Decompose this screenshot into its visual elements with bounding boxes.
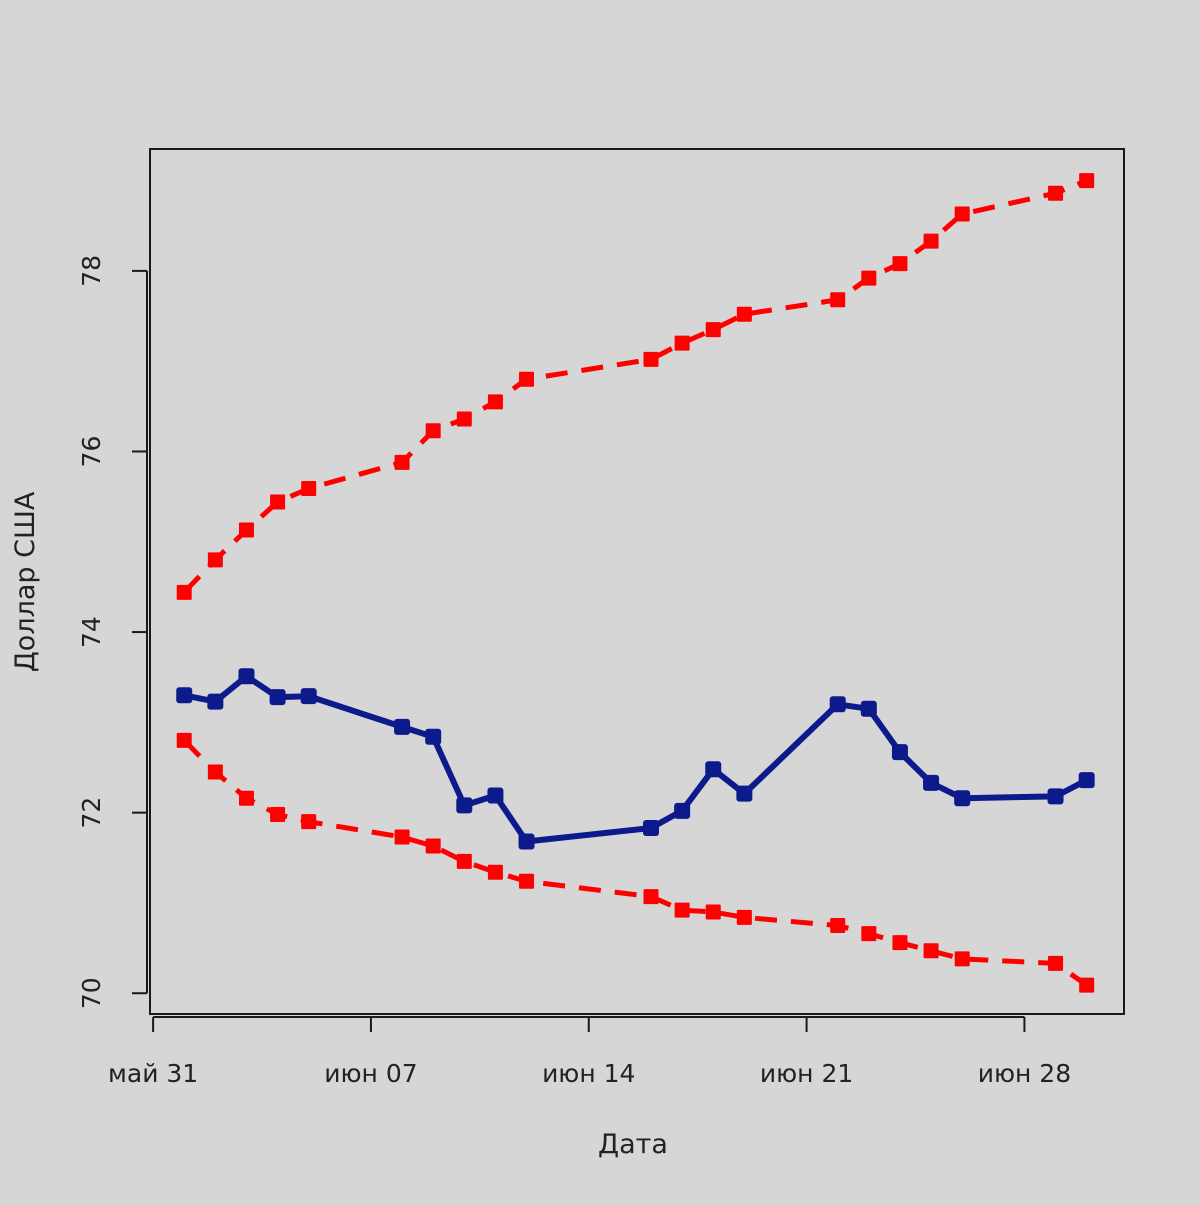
x-tick-label: июн 21	[760, 1059, 853, 1088]
y-tick-label: 78	[77, 255, 106, 287]
data-point-upper	[830, 292, 846, 308]
x-axis: май 31 июн 07 июн 14 июн 21 июн 28	[108, 1016, 1071, 1088]
series-line-upper	[182, 178, 1088, 595]
plot-frame	[149, 148, 1125, 1015]
y-tick-label: 76	[77, 436, 106, 468]
series-line-actual	[183, 673, 1089, 845]
y-tick-label: 74	[77, 616, 106, 648]
y-tick-label: 70	[77, 977, 106, 1009]
series-actual	[176, 668, 1095, 850]
data-point-actual	[1078, 772, 1095, 789]
data-point-lower	[487, 864, 503, 880]
data-point-upper	[954, 206, 970, 222]
data-point-actual	[643, 819, 660, 836]
series-upper	[176, 173, 1095, 600]
data-point-lower	[207, 764, 223, 780]
data-point-actual	[891, 744, 908, 761]
data-point-actual	[394, 718, 411, 735]
y-tick-label: 72	[77, 797, 106, 829]
data-point-lower	[705, 904, 721, 920]
data-point-lower	[674, 902, 690, 918]
data-point-actual	[207, 693, 224, 710]
data-point-lower	[1048, 955, 1064, 971]
data-point-actual	[518, 833, 535, 850]
data-point-upper	[394, 454, 410, 470]
data-point-upper	[705, 322, 721, 338]
data-point-upper	[736, 306, 752, 322]
data-point-actual	[674, 802, 691, 819]
data-point-upper	[519, 371, 535, 387]
data-point-lower	[238, 790, 254, 806]
data-point-lower	[643, 889, 659, 905]
data-point-actual	[425, 728, 442, 745]
data-point-actual	[860, 700, 877, 717]
x-tick-label: июн 07	[324, 1059, 417, 1088]
data-point-lower	[954, 951, 970, 967]
data-point-lower	[301, 814, 317, 830]
series-line-lower	[182, 738, 1089, 988]
data-point-actual	[1047, 788, 1064, 805]
data-point-actual	[923, 774, 940, 791]
data-point-upper	[1048, 185, 1064, 201]
data-point-actual	[954, 790, 971, 807]
data-point-lower	[923, 943, 939, 959]
data-point-upper	[643, 351, 659, 367]
data-point-actual	[487, 787, 504, 804]
data-point-upper	[456, 411, 472, 427]
data-point-upper	[923, 233, 939, 249]
data-point-actual	[829, 696, 846, 713]
data-point-upper	[425, 423, 441, 439]
data-point-lower	[394, 829, 410, 845]
series-layer	[176, 173, 1095, 993]
data-point-actual	[269, 689, 286, 706]
data-point-lower	[519, 873, 535, 889]
data-point-upper	[1079, 173, 1095, 189]
data-point-upper	[487, 394, 503, 410]
data-point-upper	[892, 256, 908, 272]
data-point-lower	[892, 935, 908, 951]
data-point-upper	[270, 494, 286, 510]
data-point-upper	[207, 552, 223, 568]
data-point-upper	[238, 522, 254, 538]
y-axis: 70 72 74 76 78	[77, 255, 148, 1009]
series-lower	[176, 732, 1095, 993]
data-point-lower	[736, 909, 752, 925]
data-point-actual	[176, 687, 193, 704]
data-point-actual	[238, 668, 255, 685]
data-point-actual	[736, 785, 753, 802]
data-point-lower	[1079, 977, 1095, 993]
x-tick-label: май 31	[108, 1059, 198, 1088]
data-point-actual	[300, 688, 317, 705]
x-tick-label: июн 28	[978, 1059, 1071, 1088]
data-point-lower	[176, 732, 192, 748]
data-point-upper	[301, 480, 317, 496]
data-point-lower	[270, 806, 286, 822]
data-point-upper	[861, 270, 877, 286]
data-point-actual	[456, 797, 473, 814]
x-axis-label: Дата	[598, 1129, 668, 1160]
x-tick-label: июн 14	[542, 1059, 635, 1088]
data-point-lower	[425, 838, 441, 854]
data-point-lower	[830, 918, 846, 934]
data-point-actual	[705, 761, 722, 778]
y-axis-label: Доллар США	[10, 491, 41, 672]
data-point-upper	[176, 584, 192, 600]
data-point-upper	[674, 335, 690, 351]
data-point-lower	[456, 853, 472, 869]
data-point-lower	[861, 926, 877, 942]
